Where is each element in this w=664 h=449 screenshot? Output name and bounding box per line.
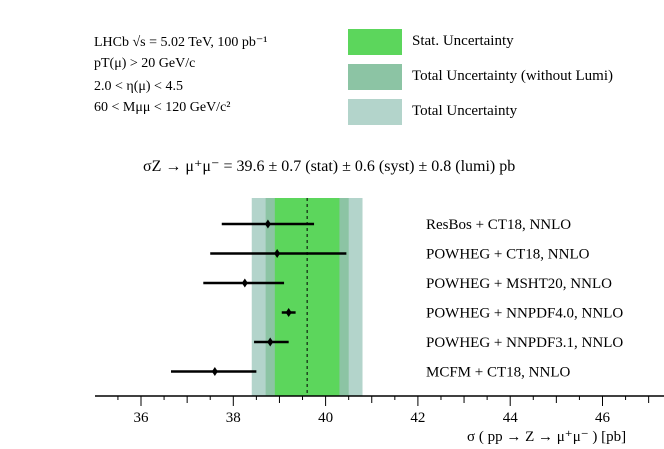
x-tick-label: 36 [134, 410, 150, 426]
x-tick-label: 46 [595, 410, 611, 426]
condition-mass: 60 < Mμμ < 120 GeV/c² [94, 100, 231, 115]
legend-swatch-stat [348, 29, 402, 55]
prediction-marker [241, 278, 248, 288]
prediction-label: POWHEG + NNPDF3.1, NNLO [426, 335, 623, 351]
x-tick-label: 40 [318, 410, 333, 426]
condition-sqrt-s: LHCb √s = 5.02 TeV, 100 pb⁻¹ [94, 35, 268, 50]
prediction-marker [274, 249, 281, 258]
prediction-marker [264, 219, 271, 229]
prediction-label: POWHEG + NNPDF4.0, NNLO [426, 306, 623, 322]
prediction-marker [285, 308, 292, 317]
legend-swatch-total [348, 99, 402, 125]
x-tick-label: 44 [503, 410, 519, 426]
prediction-points [170, 219, 347, 376]
x-tick-label: 42 [410, 410, 425, 426]
x-tick-label: 38 [226, 410, 241, 426]
legend-label-total-no-lumi: Total Uncertainty (without Lumi) [412, 68, 613, 84]
x-axis: 36 38 40 42 44 46 [95, 395, 664, 426]
prediction-marker [211, 367, 218, 376]
legend-label-total: Total Uncertainty [412, 103, 518, 119]
condition-eta: 2.0 < η(μ) < 4.5 [94, 79, 183, 94]
prediction-marker [267, 337, 274, 347]
legend-label-stat: Stat. Uncertainty [412, 33, 514, 49]
prediction-label: MCFM + CT18, NNLO [426, 365, 570, 381]
condition-pt: pT(μ) > 20 GeV/c [94, 56, 196, 71]
measurement-result: σZ → μ⁺μ⁻ = 39.6 ± 0.7 (stat) ± 0.6 (sys… [143, 158, 516, 175]
prediction-label: ResBos + CT18, NNLO [426, 217, 571, 233]
prediction-label: POWHEG + MSHT20, NNLO [426, 276, 612, 292]
prediction-labels: ResBos + CT18, NNLO POWHEG + CT18, NNLO PO… [426, 217, 623, 381]
x-axis-label: σ ( pp → Z → μ⁺μ⁻ ) [pb] [467, 429, 627, 445]
prediction-label: POWHEG + CT18, NNLO [426, 247, 590, 263]
legend-swatch-total-no-lumi [348, 64, 402, 90]
